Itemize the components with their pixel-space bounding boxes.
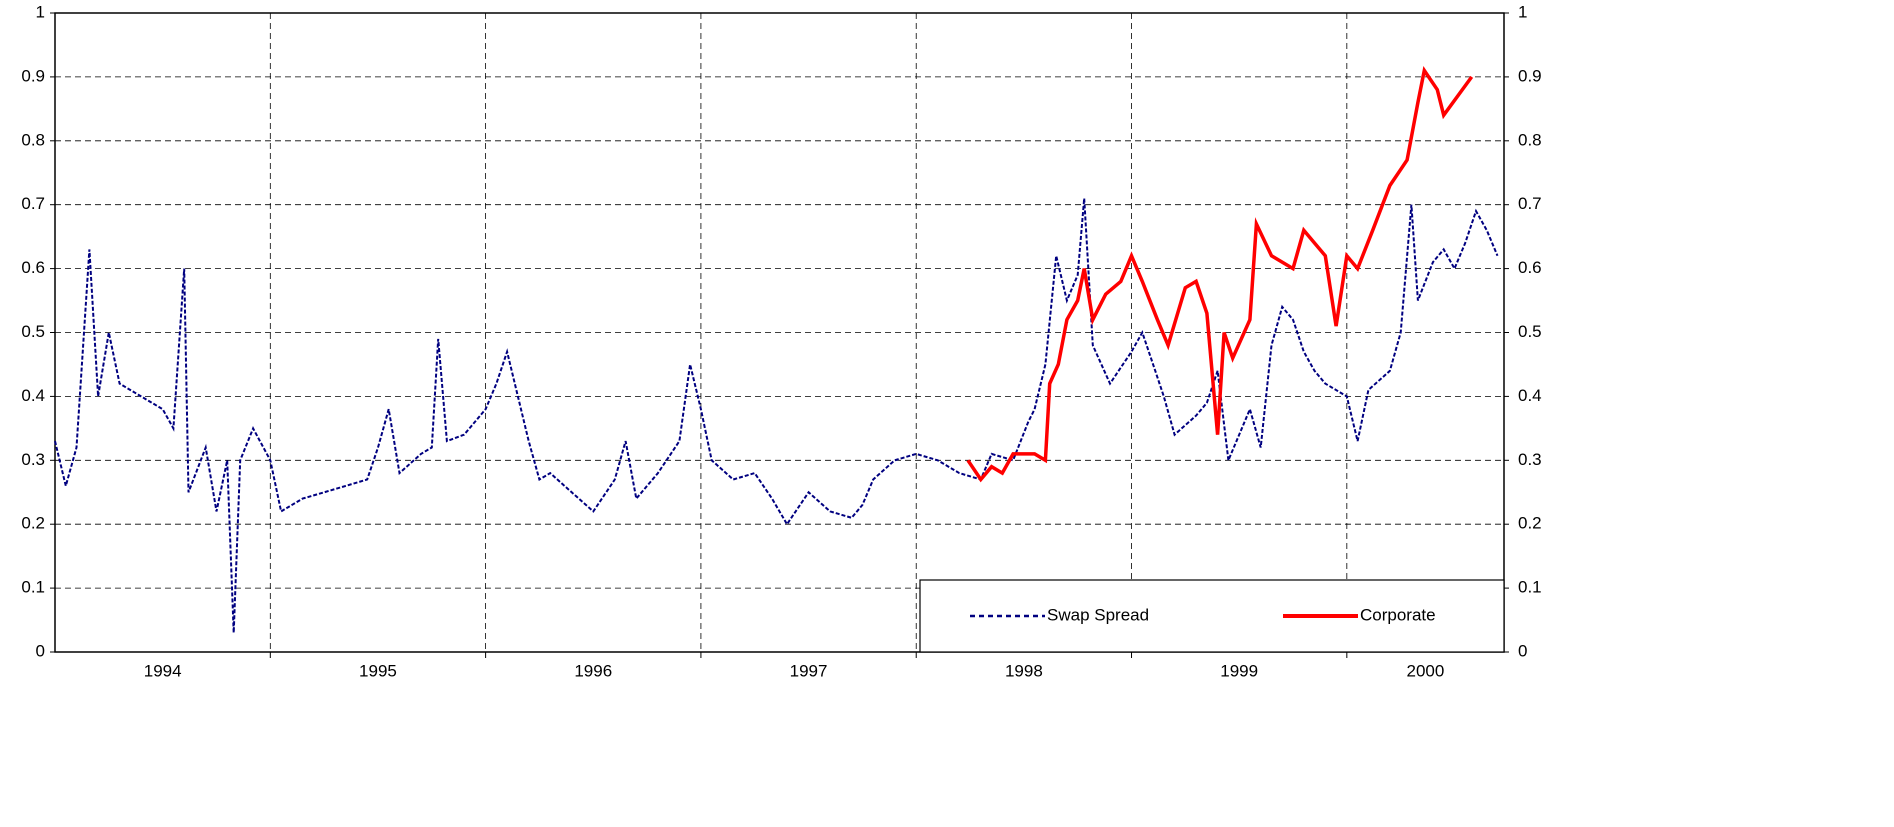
y2-tick-label: 1 xyxy=(1518,2,1527,21)
x-tick-label: 1996 xyxy=(574,661,612,680)
x-tick-label: 1994 xyxy=(144,661,182,680)
y-tick-label: 1 xyxy=(36,2,45,21)
y2-tick-label: 0.1 xyxy=(1518,578,1542,597)
x-tick-label: 1998 xyxy=(1005,661,1043,680)
y2-tick-label: 0.5 xyxy=(1518,322,1542,341)
x-tick-label: 1997 xyxy=(790,661,828,680)
line-series xyxy=(54,198,1499,633)
x-tick-label: 1995 xyxy=(359,661,397,680)
y-tick-label: 0.4 xyxy=(21,386,45,405)
y2-tick-label: 0 xyxy=(1518,641,1527,660)
y2-tick-label: 0.4 xyxy=(1518,386,1542,405)
y-tick-label: 0.6 xyxy=(21,258,45,277)
y-tick-label: 0.3 xyxy=(21,450,45,469)
y2-tick-label: 0.8 xyxy=(1518,130,1542,149)
y-tick-label: 0.8 xyxy=(21,130,45,149)
y2-tick-label: 0.7 xyxy=(1518,194,1542,213)
y-tick-label: 0.5 xyxy=(21,322,45,341)
legend-label: Swap Spread xyxy=(1047,605,1149,624)
y-tick-label: 0.9 xyxy=(21,66,45,85)
x-tick-label: 1999 xyxy=(1220,661,1258,680)
y-tick-label: 0.2 xyxy=(21,514,45,533)
x-tick-label: 2000 xyxy=(1406,661,1444,680)
line-series xyxy=(966,66,1474,483)
y-tick-label: 0.1 xyxy=(21,578,45,597)
y-tick-label: 0 xyxy=(36,641,45,660)
y2-tick-label: 0.6 xyxy=(1518,258,1542,277)
y-tick-label: 0.7 xyxy=(21,194,45,213)
y2-tick-label: 0.3 xyxy=(1518,450,1542,469)
y2-tick-label: 0.9 xyxy=(1518,66,1542,85)
legend-label: Corporate xyxy=(1360,605,1436,624)
y2-tick-label: 0.2 xyxy=(1518,514,1542,533)
